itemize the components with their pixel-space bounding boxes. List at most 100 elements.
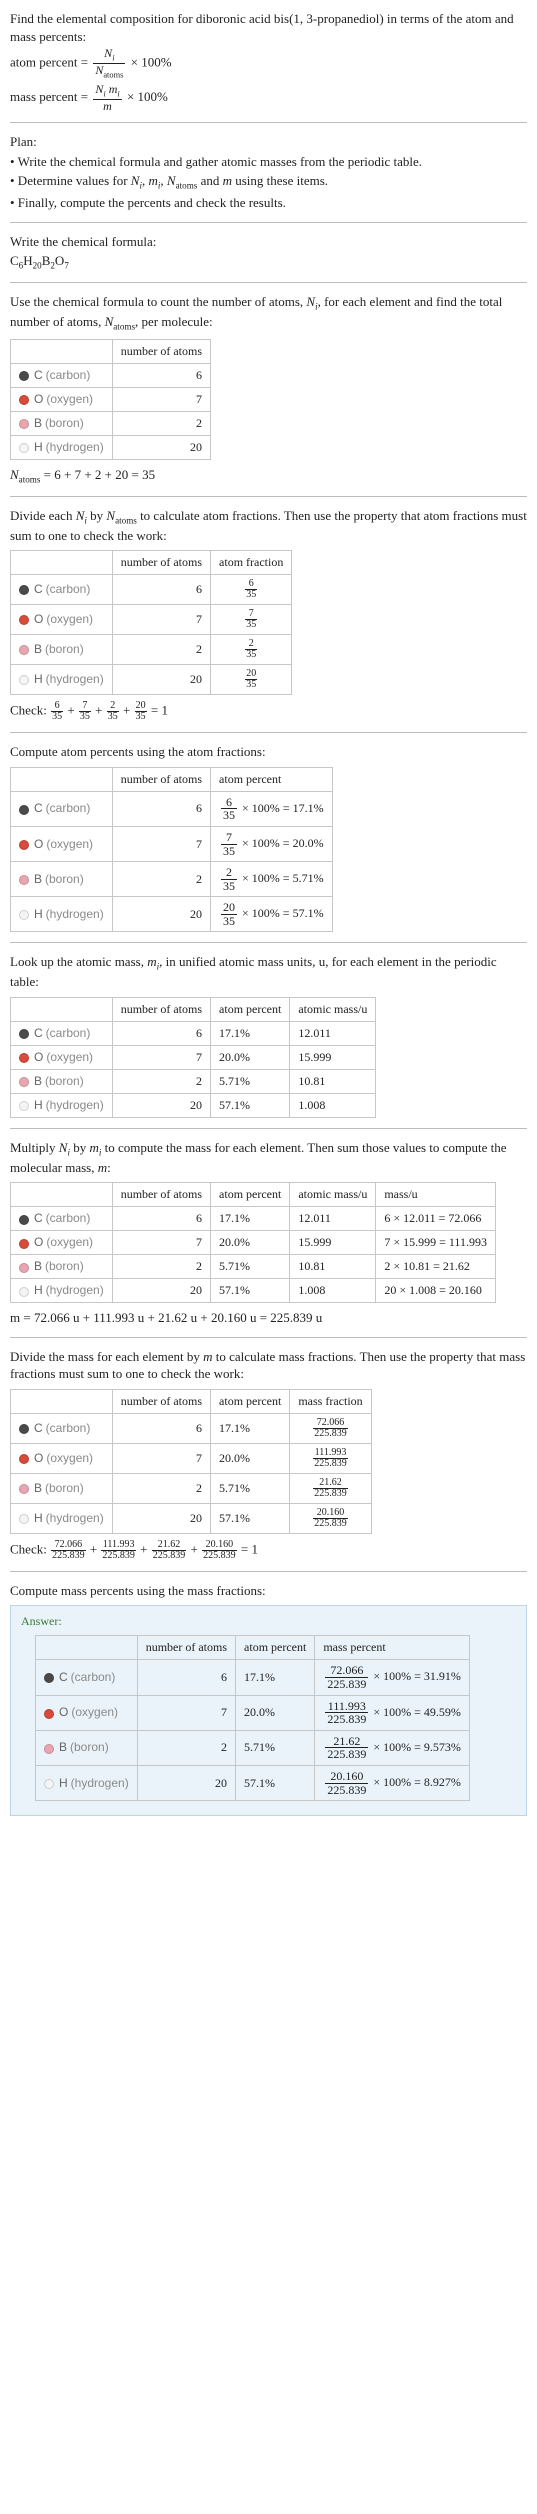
element-symbol: C bbox=[34, 1421, 43, 1435]
element-symbol: C bbox=[34, 1211, 43, 1225]
table-row: B (boron)25.71%10.81 bbox=[11, 1069, 376, 1093]
table-row: B (boron)25.71%21.62225.839 bbox=[11, 1473, 372, 1503]
element-swatch bbox=[19, 371, 29, 381]
element-name: (oxygen) bbox=[46, 1451, 93, 1465]
element-name: (oxygen) bbox=[46, 1235, 93, 1249]
element-swatch bbox=[19, 645, 29, 655]
element-cell: B (boron) bbox=[11, 1473, 113, 1503]
table-row: H (hydrogen)2057.1%20.160225.839 × 100% … bbox=[36, 1766, 470, 1801]
element-name: (boron) bbox=[45, 642, 84, 656]
element-name: (oxygen) bbox=[71, 1705, 118, 1719]
element-symbol: O bbox=[34, 612, 43, 626]
element-swatch bbox=[19, 395, 29, 405]
element-name: (boron) bbox=[45, 1074, 84, 1088]
table-row: B (boron)25.71%21.62225.839 × 100% = 9.5… bbox=[36, 1730, 470, 1765]
element-swatch bbox=[19, 1287, 29, 1297]
element-name: (boron) bbox=[45, 416, 84, 430]
element-symbol: B bbox=[34, 416, 42, 430]
element-symbol: O bbox=[34, 1050, 43, 1064]
element-swatch bbox=[19, 840, 29, 850]
element-swatch bbox=[19, 1424, 29, 1434]
natoms-sum: Natoms = 6 + 7 + 2 + 20 = 35 bbox=[10, 466, 527, 486]
atom-percent-table: number of atomsatom percent C (carbon)66… bbox=[10, 767, 333, 933]
element-swatch bbox=[19, 443, 29, 453]
element-cell: O (oxygen) bbox=[11, 1045, 113, 1069]
element-swatch bbox=[44, 1744, 54, 1754]
element-cell: O (oxygen) bbox=[11, 1443, 113, 1473]
element-symbol: C bbox=[34, 368, 43, 382]
element-cell: H (hydrogen) bbox=[11, 435, 113, 459]
element-symbol: O bbox=[34, 837, 43, 851]
element-symbol: O bbox=[34, 1235, 43, 1249]
element-cell: B (boron) bbox=[11, 862, 113, 897]
element-swatch bbox=[19, 1029, 29, 1039]
check-sum-2: Check: 72.066225.839 + 111.993225.839 + … bbox=[10, 1540, 527, 1561]
atomic-mass-table: number of atomsatom percentatomic mass/u… bbox=[10, 997, 376, 1118]
separator bbox=[10, 1337, 527, 1338]
element-cell: H (hydrogen) bbox=[36, 1766, 138, 1801]
table-row: B (boron)2235 × 100% = 5.71% bbox=[11, 862, 333, 897]
table-row: H (hydrogen)20 bbox=[11, 435, 211, 459]
intro: Find the elemental composition for dibor… bbox=[10, 10, 527, 112]
element-swatch bbox=[19, 1215, 29, 1225]
separator bbox=[10, 222, 527, 223]
table-row: C (carbon)617.1%12.0116 × 12.011 = 72.06… bbox=[11, 1207, 496, 1231]
element-cell: B (boron) bbox=[11, 1069, 113, 1093]
element-name: (oxygen) bbox=[46, 612, 93, 626]
table-row: H (hydrogen)202035 × 100% = 57.1% bbox=[11, 897, 333, 932]
element-swatch bbox=[19, 875, 29, 885]
element-symbol: H bbox=[34, 672, 43, 686]
element-swatch bbox=[19, 910, 29, 920]
separator bbox=[10, 496, 527, 497]
element-symbol: B bbox=[59, 1740, 67, 1754]
separator bbox=[10, 732, 527, 733]
element-cell: H (hydrogen) bbox=[11, 1093, 113, 1117]
element-name: (boron) bbox=[45, 1259, 84, 1273]
table-row: B (boron)2 bbox=[11, 411, 211, 435]
element-cell: H (hydrogen) bbox=[11, 665, 113, 695]
element-cell: B (boron) bbox=[11, 635, 113, 665]
element-symbol: B bbox=[34, 1259, 42, 1273]
element-symbol: O bbox=[59, 1705, 68, 1719]
plan: Plan: • Write the chemical formula and g… bbox=[10, 133, 527, 212]
element-symbol: B bbox=[34, 642, 42, 656]
element-name: (carbon) bbox=[46, 368, 91, 382]
element-name: (hydrogen) bbox=[46, 907, 104, 921]
element-symbol: H bbox=[34, 907, 43, 921]
mass-table: number of atomsatom percentatomic mass/u… bbox=[10, 1182, 496, 1303]
element-cell: C (carbon) bbox=[11, 1021, 113, 1045]
element-swatch bbox=[19, 1454, 29, 1464]
table-row: H (hydrogen)2057.1%1.00820 × 1.008 = 20.… bbox=[11, 1279, 496, 1303]
element-swatch bbox=[44, 1709, 54, 1719]
element-symbol: C bbox=[34, 582, 43, 596]
element-symbol: B bbox=[34, 1481, 42, 1495]
mass-percent-table: number of atomsatom percentmass percent … bbox=[35, 1635, 470, 1801]
element-name: (carbon) bbox=[46, 1026, 91, 1040]
table-row: H (hydrogen)202035 bbox=[11, 665, 292, 695]
element-name: (carbon) bbox=[46, 801, 91, 815]
element-cell: C (carbon) bbox=[11, 1413, 113, 1443]
plan-b1: • Write the chemical formula and gather … bbox=[10, 153, 527, 171]
element-cell: O (oxygen) bbox=[11, 1231, 113, 1255]
element-symbol: H bbox=[34, 1283, 43, 1297]
element-name: (hydrogen) bbox=[46, 672, 104, 686]
table-row: O (oxygen)720.0%15.9997 × 15.999 = 111.9… bbox=[11, 1231, 496, 1255]
element-name: (carbon) bbox=[71, 1670, 116, 1684]
atom-percent-formula: atom percent = Ni Natoms × 100% bbox=[10, 47, 527, 80]
element-name: (oxygen) bbox=[46, 1050, 93, 1064]
element-cell: O (oxygen) bbox=[36, 1695, 138, 1730]
element-symbol: H bbox=[34, 1098, 43, 1112]
step-mass-percents: Compute mass percents using the mass fra… bbox=[10, 1582, 527, 1816]
element-name: (boron) bbox=[70, 1740, 109, 1754]
step-chemical-formula: Write the chemical formula: C6H20B2O7 bbox=[10, 233, 527, 272]
chemical-formula: C6H20B2O7 bbox=[10, 252, 527, 272]
element-swatch bbox=[19, 1514, 29, 1524]
table-row: H (hydrogen)2057.1%20.160225.839 bbox=[11, 1503, 372, 1533]
element-cell: H (hydrogen) bbox=[11, 897, 113, 932]
separator bbox=[10, 282, 527, 283]
separator bbox=[10, 942, 527, 943]
table-row: C (carbon)617.1%72.066225.839 bbox=[11, 1413, 372, 1443]
element-symbol: C bbox=[34, 1026, 43, 1040]
element-swatch bbox=[19, 805, 29, 815]
element-symbol: B bbox=[34, 1074, 42, 1088]
